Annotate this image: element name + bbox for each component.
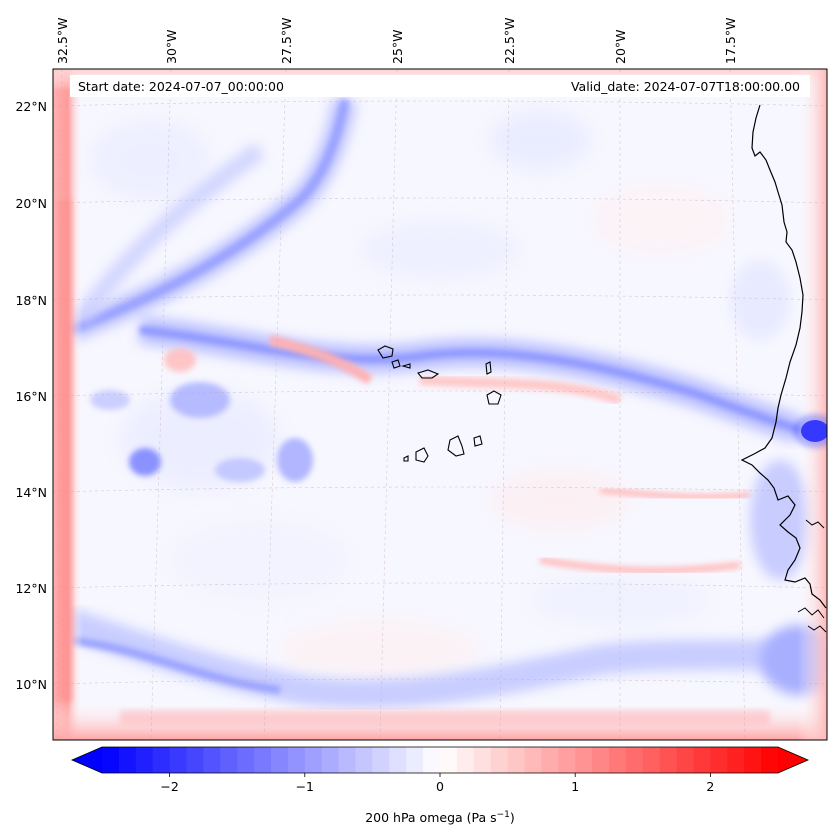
colorbar-segment <box>389 747 407 773</box>
colorbar-segment <box>727 747 745 773</box>
colorbar-outline <box>70 746 810 774</box>
colorbar-segment <box>304 747 323 773</box>
colorbar: −2 −1 0 1 2 200 hPa omega (Pa s−1) <box>70 746 810 825</box>
colorbar-segment <box>744 747 762 773</box>
colorbar-segment <box>169 747 188 773</box>
lon-label: 22.5°W <box>502 18 517 64</box>
colorbar-label: 200 hPa omega (Pa s−1) <box>365 810 515 825</box>
lon-label: 25°W <box>390 29 405 64</box>
colorbar-segment <box>659 747 678 773</box>
lat-label: 18°N <box>15 293 47 308</box>
valid-date-label: Valid_date: 2024-07-07T18:00:00.00 <box>571 79 800 94</box>
colorbar-segment <box>676 747 695 773</box>
colorbar-segment <box>440 747 458 773</box>
gridlines <box>53 69 827 740</box>
lat-label: 22°N <box>15 99 47 114</box>
colorbar-tick-label: −1 <box>296 779 314 794</box>
lon-label: 27.5°W <box>279 18 294 64</box>
colorbar-segment <box>135 747 154 773</box>
lon-label: 17.5°W <box>723 18 738 64</box>
colorbar-segment <box>237 747 255 773</box>
colorbar-segment <box>271 747 289 773</box>
colorbar-segment <box>761 747 779 773</box>
lat-label: 10°N <box>15 677 47 692</box>
colorbar-segment <box>524 747 542 773</box>
colorbar-segment <box>321 747 340 773</box>
colorbar-segment <box>558 747 576 773</box>
lat-label: 20°N <box>15 196 47 211</box>
start-date-label: Start date: 2024-07-07_00:00:00 <box>78 79 284 94</box>
lon-label: 20°W <box>613 29 628 64</box>
colorbar-segment <box>473 747 492 773</box>
colorbar-segment <box>338 747 357 773</box>
lat-label: 16°N <box>15 389 47 404</box>
colorbar-segment <box>490 747 509 773</box>
colorbar-segment <box>118 747 137 773</box>
colorbar-segment <box>575 747 593 773</box>
colorbar-segment <box>541 747 559 773</box>
colorbar-tick-label: 1 <box>571 779 579 794</box>
colorbar-label-exponent: −1 <box>497 810 510 820</box>
omega-field: Start date: 2024-07-07_00:00:00 Valid_da… <box>53 69 827 740</box>
colorbar-tick-label: −2 <box>160 779 178 794</box>
colorbar-segment <box>372 747 390 773</box>
colorbar-tick-label: 2 <box>706 779 714 794</box>
colorbar-segment <box>456 747 475 773</box>
colorbar-segment <box>423 747 441 773</box>
africa-coastline <box>740 104 827 609</box>
colorbar-segment <box>625 747 644 773</box>
colorbar-max-extend <box>778 747 808 773</box>
colorbar-label-close: ) <box>510 810 515 825</box>
colorbar-segment <box>203 747 221 773</box>
longitude-labels: 32.5°W 30°W 27.5°W 25°W 22.5°W 20°W 17.5… <box>55 18 738 64</box>
lat-label: 14°N <box>15 485 47 500</box>
colorbar-segment <box>507 747 526 773</box>
colorbar-segment <box>102 747 120 773</box>
colorbar-segment <box>186 747 204 773</box>
colorbar-segment <box>152 747 171 773</box>
colorbar-segment <box>693 747 711 773</box>
lon-label: 32.5°W <box>55 18 70 64</box>
colorbar-segment <box>710 747 728 773</box>
lon-label: 30°W <box>164 29 179 64</box>
colorbar-segment <box>287 747 306 773</box>
colorbar-label-text: 200 hPa omega (Pa s <box>365 810 496 825</box>
map-frame <box>52 68 828 741</box>
colorbar-segment <box>642 747 661 773</box>
latitude-labels: 22°N 20°N 18°N 16°N 14°N 12°N 10°N <box>15 99 47 692</box>
date-banner <box>70 75 810 97</box>
colorbar-segment <box>592 747 610 773</box>
colorbar-segment <box>355 747 373 773</box>
colorbar-min-extend <box>72 747 102 773</box>
colorbar-tick-label: 0 <box>436 779 444 794</box>
cape-verde-islands <box>377 345 502 463</box>
colorbar-segment <box>406 747 424 773</box>
lat-label: 12°N <box>15 581 47 596</box>
colorbar-segment <box>254 747 272 773</box>
colorbar-segment <box>220 747 238 773</box>
colorbar-segment <box>609 747 627 773</box>
